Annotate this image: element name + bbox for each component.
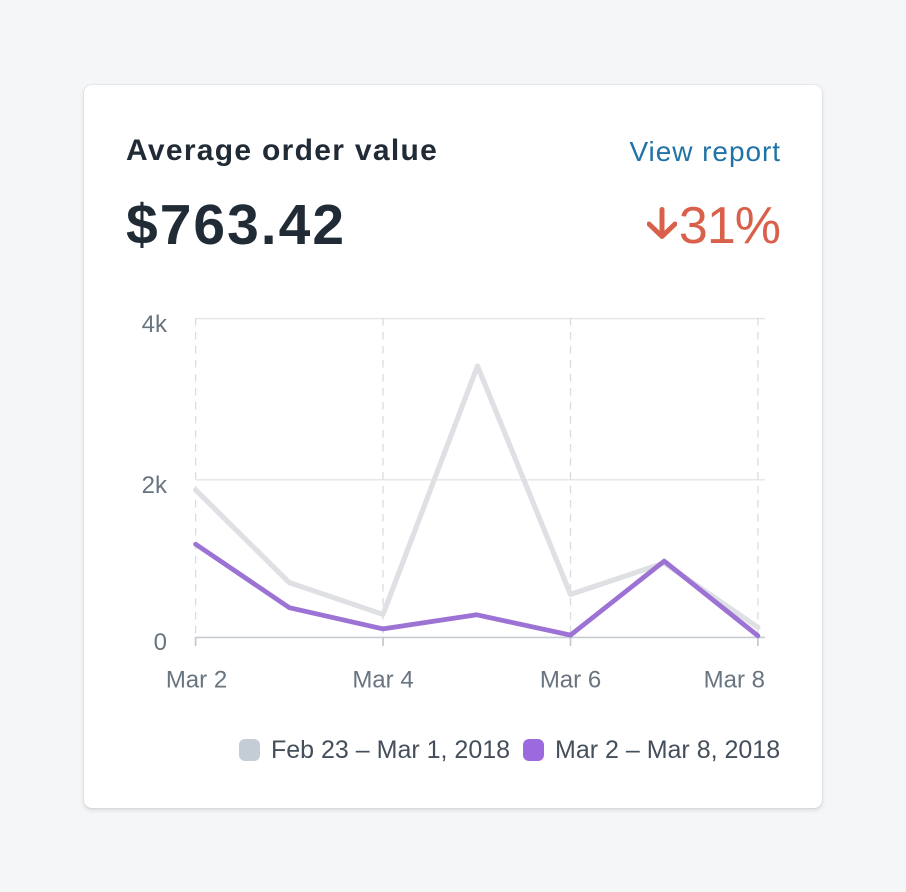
svg-text:Mar 6: Mar 6 xyxy=(540,667,601,694)
svg-text:4k: 4k xyxy=(142,311,168,338)
svg-text:Mar 8: Mar 8 xyxy=(704,667,765,694)
svg-text:0: 0 xyxy=(154,629,167,656)
svg-text:Mar 2: Mar 2 xyxy=(166,667,227,694)
svg-text:2k: 2k xyxy=(142,472,168,499)
svg-text:Mar 4: Mar 4 xyxy=(352,667,413,694)
